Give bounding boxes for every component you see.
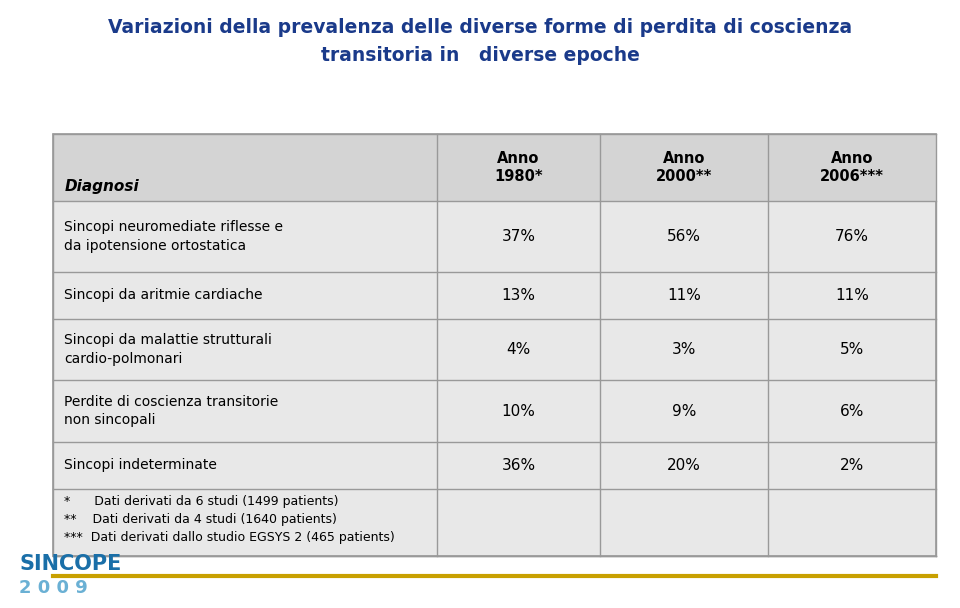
Text: 2 0 0 9: 2 0 0 9 <box>19 579 88 597</box>
Text: 10%: 10% <box>501 404 536 418</box>
Text: ***  Dati derivati dallo studio EGSYS 2 (465 patients): *** Dati derivati dallo studio EGSYS 2 (… <box>64 531 396 544</box>
Text: Anno
1980*: Anno 1980* <box>494 151 542 184</box>
Text: Sincopi neuromediate riflesse e
da ipotensione ortostatica: Sincopi neuromediate riflesse e da ipote… <box>64 220 283 253</box>
Text: Anno
2000**: Anno 2000** <box>656 151 712 184</box>
Text: Anno
2006***: Anno 2006*** <box>820 151 884 184</box>
Text: SINCOPE: SINCOPE <box>19 554 122 574</box>
Text: 36%: 36% <box>501 458 536 473</box>
Text: Sincopi da aritmie cardiache: Sincopi da aritmie cardiache <box>64 288 263 302</box>
Text: 11%: 11% <box>667 288 701 303</box>
Text: **    Dati derivati da 4 studi (1640 patients): ** Dati derivati da 4 studi (1640 patien… <box>64 513 337 526</box>
Text: 13%: 13% <box>501 288 536 303</box>
Text: Variazioni della prevalenza delle diverse forme di perdita di coscienza
transito: Variazioni della prevalenza delle divers… <box>108 18 852 65</box>
Text: Sincopi da malattie strutturali
cardio-polmonari: Sincopi da malattie strutturali cardio-p… <box>64 333 273 365</box>
Text: 2%: 2% <box>840 458 864 473</box>
Text: 20%: 20% <box>667 458 701 473</box>
FancyBboxPatch shape <box>53 134 936 556</box>
Text: *      Dati derivati da 6 studi (1499 patients): * Dati derivati da 6 studi (1499 patient… <box>64 495 339 508</box>
Text: 11%: 11% <box>835 288 869 303</box>
Text: 3%: 3% <box>672 342 696 357</box>
FancyBboxPatch shape <box>53 134 936 201</box>
Text: 4%: 4% <box>506 342 531 357</box>
Text: 6%: 6% <box>840 404 864 418</box>
Text: 56%: 56% <box>667 229 701 244</box>
Text: Diagnosi: Diagnosi <box>64 179 139 194</box>
Text: Perdite di coscienza transitorie
non sincopali: Perdite di coscienza transitorie non sin… <box>64 395 278 427</box>
Text: Sincopi indeterminate: Sincopi indeterminate <box>64 458 217 472</box>
Text: 5%: 5% <box>840 342 864 357</box>
Text: 9%: 9% <box>672 404 696 418</box>
Text: 76%: 76% <box>835 229 869 244</box>
Text: 37%: 37% <box>501 229 536 244</box>
